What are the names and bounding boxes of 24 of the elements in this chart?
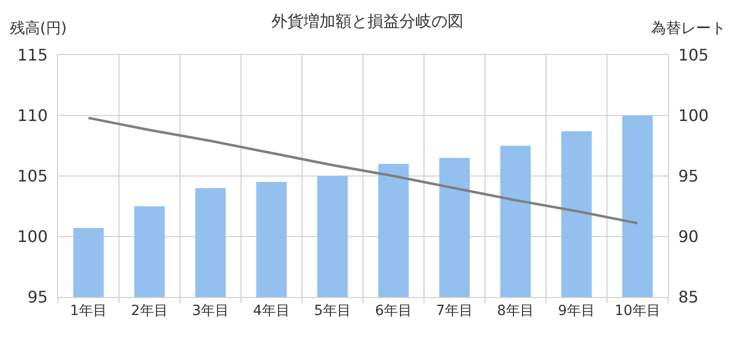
y-tick-label: 110	[17, 106, 48, 126]
x-tick-label: 3年目	[192, 302, 229, 319]
y2-tick-label: 90	[678, 227, 699, 246]
chart-title: 外貨増加額と損益分岐の図	[272, 12, 464, 30]
y2-tick-label: 105	[678, 46, 709, 65]
y2-axis-title: 為替レート	[651, 19, 726, 37]
x-tick-label: 2年目	[131, 302, 168, 319]
x-tick-label: 6年目	[375, 302, 412, 319]
x-tick-label: 4年目	[253, 302, 290, 319]
y2-tick-label: 100	[678, 106, 709, 126]
x-tick-label: 1年目	[70, 302, 107, 319]
y2-tick-label: 95	[678, 166, 699, 186]
y-tick-label: 105	[17, 166, 48, 186]
x-tick-label: 10年目	[614, 302, 660, 319]
y-tick-label: 115	[17, 46, 48, 65]
y-tick-label: 95	[27, 288, 48, 307]
x-tick-label: 5年目	[314, 302, 351, 319]
y-tick-label: 100	[17, 227, 48, 246]
line-series	[87, 116, 639, 224]
x-tick-label: 8年目	[497, 302, 534, 319]
x-tick-label: 7年目	[436, 302, 473, 319]
x-tick-label: 9年目	[558, 302, 595, 319]
y2-tick-label: 85	[678, 288, 699, 307]
y-axis-title: 残高(円)	[10, 19, 67, 37]
